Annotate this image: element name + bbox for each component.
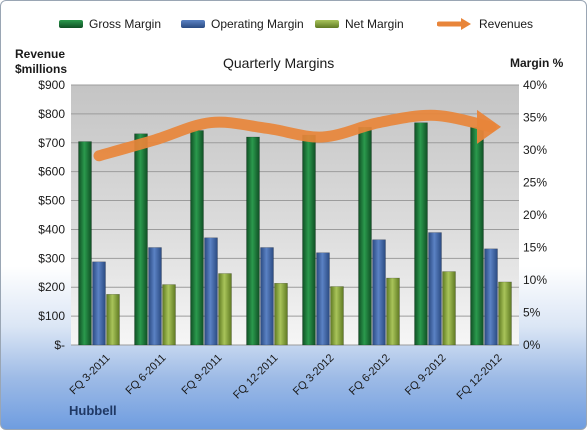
x-tick-label: FQ 6-2011	[123, 352, 168, 397]
legend: Gross Margin Operating Margin Net Margin…	[1, 17, 586, 37]
bar-gross-margin	[470, 127, 484, 346]
revenue-arrowhead	[477, 109, 501, 144]
x-tick-label: FQ 12-2011	[231, 352, 280, 401]
revenue-line	[93, 109, 497, 162]
bar-gross-margin	[302, 134, 316, 346]
bar-net-margin	[330, 286, 344, 346]
legend-item-operating-margin: Operating Margin	[181, 17, 304, 31]
left-tick-label: $600	[38, 165, 65, 179]
left-tick-label: $300	[38, 251, 65, 265]
left-axis-title: Revenue $millions	[15, 47, 67, 77]
bar-net-margin	[218, 273, 232, 346]
legend-swatch-net	[315, 20, 339, 28]
bars-group	[78, 122, 512, 346]
right-tick-label: 25%	[523, 176, 547, 190]
bar-gross-margin	[190, 130, 204, 346]
left-tick-label: $100	[38, 309, 65, 323]
bar-net-margin	[274, 283, 288, 346]
bar-operating-margin	[92, 261, 106, 346]
legend-arrow-icon	[437, 18, 471, 30]
left-tick-label: $500	[38, 194, 65, 208]
right-tick-label: 30%	[523, 143, 547, 157]
legend-swatch-gross	[59, 20, 83, 28]
legend-item-gross-margin: Gross Margin	[59, 17, 161, 31]
left-axis-title-line2: $millions	[15, 62, 68, 76]
bar-gross-margin	[246, 136, 260, 346]
right-tick-label: 35%	[523, 111, 547, 125]
bar-net-margin	[106, 294, 120, 346]
right-axis-ticks: 0% 5% 10% 15% 20% 25% 30% 35% 40%	[523, 78, 547, 352]
legend-label-gross: Gross Margin	[89, 17, 162, 31]
bar-net-margin	[162, 284, 176, 346]
x-tick-label: FQ 9-2012	[403, 352, 449, 398]
left-tick-label: $900	[38, 78, 65, 92]
legend-item-revenues: Revenues	[437, 17, 533, 31]
legend-label-operating: Operating Margin	[211, 17, 304, 31]
left-tick-label: $800	[38, 107, 65, 121]
x-tick-label: FQ 6-2012	[347, 352, 393, 398]
chart-title: Quarterly Margins	[223, 55, 335, 71]
revenue-line-group	[93, 109, 501, 162]
left-tick-label: $700	[38, 136, 65, 150]
bar-operating-margin	[204, 237, 218, 346]
right-axis-title: Margin %	[510, 56, 564, 70]
bar-gross-margin	[134, 133, 148, 346]
right-tick-label: 0%	[523, 338, 541, 352]
x-tick-label: FQ 12-2012	[455, 352, 505, 402]
legend-item-net-margin: Net Margin	[315, 17, 404, 31]
bar-operating-margin	[484, 248, 498, 346]
left-axis-title-line1: Revenue	[15, 47, 66, 61]
bar-gross-margin	[414, 122, 428, 346]
bar-operating-margin	[428, 232, 442, 346]
left-axis-ticks: $- $100 $200 $300 $400 $500 $600 $700 $800 $900	[38, 78, 65, 352]
left-tick-label: $-	[54, 338, 65, 352]
bar-net-margin	[498, 281, 512, 346]
left-tick-label: $400	[38, 222, 65, 236]
right-tick-label: 5%	[523, 306, 541, 320]
right-tick-label: 15%	[523, 241, 547, 255]
right-tick-label: 40%	[523, 78, 547, 92]
left-tick-label: $200	[38, 280, 65, 294]
bar-net-margin	[386, 277, 400, 346]
x-tick-label: FQ 9-2011	[179, 352, 224, 397]
bar-gross-margin	[78, 141, 92, 346]
right-tick-label: 10%	[523, 273, 547, 287]
legend-label-revenues: Revenues	[479, 17, 534, 31]
x-tick-label: FQ 3-2012	[291, 352, 337, 398]
bar-operating-margin	[260, 247, 274, 346]
legend-swatch-operating	[181, 20, 205, 28]
x-tick-label: FQ 3-2011	[67, 352, 112, 397]
bar-operating-margin	[372, 239, 386, 346]
x-axis-ticks: FQ 3-2011 FQ 6-2011 FQ 9-2011 FQ 12-2011 FQ …	[67, 352, 504, 402]
bar-operating-margin	[316, 252, 330, 346]
bar-operating-margin	[148, 247, 162, 346]
company-name: Hubbell	[69, 403, 117, 418]
legend-label-net: Net Margin	[345, 17, 404, 31]
bar-gross-margin	[358, 127, 372, 346]
right-tick-label: 20%	[523, 208, 547, 222]
bar-net-margin	[442, 271, 456, 346]
